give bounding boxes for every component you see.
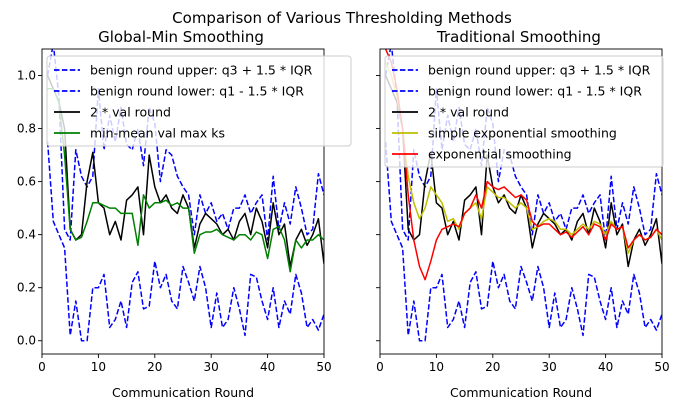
legend-label: benign round lower: q1 - 1.5 * IQR	[428, 84, 642, 99]
legend-label: benign round upper: q3 + 1.5 * IQR	[90, 63, 313, 78]
x-tick-label: 40	[260, 360, 275, 374]
x-axis-label: Communication Round	[112, 385, 254, 400]
y-tick-label: 0.8	[17, 122, 36, 136]
y-tick-label: 0.0	[17, 334, 36, 348]
legend-label: 2 * val round	[90, 105, 171, 120]
series-line-2	[46, 141, 324, 342]
series-line-1	[46, 49, 324, 241]
series-line-4	[47, 88, 324, 273]
x-tick-label: 40	[598, 360, 613, 374]
axes-frame	[41, 48, 325, 355]
panel-title: Traditional Smoothing	[436, 28, 601, 46]
legend-box	[46, 55, 352, 147]
y-tick-label: 0.6	[17, 175, 36, 189]
figure-suptitle: Comparison of Various Thresholding Metho…	[172, 9, 512, 27]
x-tick-label: 30	[542, 360, 557, 374]
x-tick-label: 10	[91, 360, 106, 374]
chart-panel-1: 0 10 20 30 40 50 0.0 0.2 0.4 0.6 0.8 1.0 Global-Min …	[17, 28, 352, 400]
legend-label: min-mean val max ks	[90, 126, 225, 141]
series-line-5	[384, 49, 662, 281]
x-tick-label: 0	[376, 360, 384, 374]
legend-label: exponential smoothing	[428, 147, 572, 162]
x-tick-label: 0	[38, 360, 46, 374]
x-tick-label: 10	[429, 360, 444, 374]
chart-panel-2: 0 10 20 30 40 50 Traditional Smoothing Communic…	[376, 28, 670, 400]
legend-box	[384, 55, 664, 168]
x-axis-label: Communication Round	[450, 385, 592, 400]
series-line-1	[384, 49, 662, 241]
y-tick-label: 1.0	[17, 69, 36, 83]
x-tick-label: 20	[147, 360, 162, 374]
series-line-2	[384, 141, 662, 342]
x-tick-label: 50	[316, 360, 331, 374]
series-line-3	[46, 75, 324, 268]
x-tick-label: 20	[485, 360, 500, 374]
legend-label: 2 * val round	[428, 105, 509, 120]
y-tick-label: 0.2	[17, 281, 36, 295]
panel-title: Global-Min Smoothing	[98, 28, 264, 46]
axes-frame	[379, 48, 663, 355]
y-tick-label: 0.4	[17, 228, 36, 242]
legend-label: simple exponential smoothing	[428, 126, 617, 141]
legend-label: benign round lower: q1 - 1.5 * IQR	[90, 84, 304, 99]
x-tick-label: 30	[204, 360, 219, 374]
legend-label: benign round upper: q3 + 1.5 * IQR	[428, 63, 651, 78]
x-tick-label: 50	[654, 360, 669, 374]
